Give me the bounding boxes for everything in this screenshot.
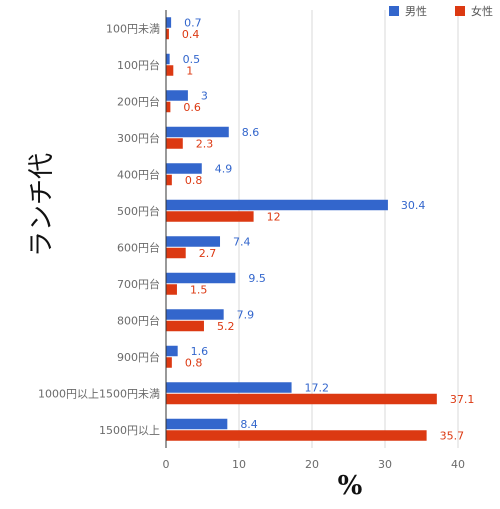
data-label: 5.2 bbox=[217, 320, 235, 333]
data-label: 0.8 bbox=[185, 174, 203, 187]
bar-male bbox=[166, 126, 229, 138]
x-tick-labels: 0 10 20 30 40 bbox=[163, 458, 466, 471]
x-tick-label: 0 bbox=[163, 458, 170, 471]
bar-male bbox=[166, 90, 188, 101]
data-label: 35.7 bbox=[440, 430, 465, 443]
bar-male bbox=[166, 272, 236, 284]
category-labels: 100円未満 100円台 200円台 300円台 400円台 500円台 600円台 700円… bbox=[38, 22, 160, 437]
bar-female bbox=[166, 101, 171, 113]
bar-female bbox=[166, 211, 254, 222]
bar-female bbox=[166, 174, 172, 186]
category-label: 1000円以上1500円未満 bbox=[38, 387, 160, 400]
data-label: 2.3 bbox=[196, 138, 214, 151]
y-axis-title: ランチ代 bbox=[27, 153, 57, 257]
category-label: 500円台 bbox=[117, 204, 160, 218]
legend-swatch bbox=[389, 6, 399, 16]
x-axis-title: % bbox=[338, 471, 363, 501]
data-label: 12 bbox=[267, 211, 281, 224]
category-label: 200円台 bbox=[117, 94, 160, 108]
bars bbox=[166, 17, 437, 441]
bar-male bbox=[166, 199, 388, 211]
data-label: 3 bbox=[201, 90, 208, 103]
legend-swatch bbox=[455, 6, 465, 16]
x-tick-label: 10 bbox=[232, 458, 246, 471]
category-label: 1500円以上 bbox=[99, 424, 160, 437]
category-label: 300円台 bbox=[117, 131, 160, 145]
category-label: 900円台 bbox=[117, 350, 160, 364]
data-label: 0.7 bbox=[184, 17, 202, 30]
category-label: 100円台 bbox=[117, 58, 160, 72]
x-tick-label: 40 bbox=[451, 458, 465, 471]
data-label: 9.5 bbox=[248, 272, 266, 285]
bar-female bbox=[166, 430, 427, 441]
data-label: 8.6 bbox=[242, 126, 260, 139]
data-label: 7.4 bbox=[233, 236, 251, 249]
bar-male bbox=[166, 418, 228, 430]
bar-male bbox=[166, 345, 178, 357]
data-label: 0.8 bbox=[185, 357, 203, 370]
data-label: 8.4 bbox=[240, 418, 258, 431]
bar-female bbox=[166, 284, 177, 295]
category-label: 400円台 bbox=[117, 167, 160, 181]
bar-female bbox=[166, 247, 186, 259]
x-tick-label: 30 bbox=[378, 458, 392, 471]
data-label: 4.9 bbox=[215, 163, 233, 176]
bar-male bbox=[166, 53, 170, 65]
data-label: 2.7 bbox=[199, 247, 217, 260]
category-label: 100円未満 bbox=[106, 22, 160, 35]
bar-male bbox=[166, 163, 202, 174]
bar-female bbox=[166, 320, 204, 332]
data-label: 0.5 bbox=[183, 53, 201, 66]
legend: 男性 女性 bbox=[389, 4, 493, 18]
bar-male bbox=[166, 17, 172, 28]
bar-male bbox=[166, 382, 292, 393]
x-tick-label: 20 bbox=[305, 458, 319, 471]
data-label: 37.1 bbox=[450, 393, 475, 406]
data-label: 0.4 bbox=[182, 28, 200, 41]
bar-female bbox=[166, 28, 169, 40]
category-label: 700円台 bbox=[117, 277, 160, 291]
data-label: 17.2 bbox=[305, 382, 330, 395]
bar-female bbox=[166, 393, 437, 405]
category-label: 600円台 bbox=[117, 240, 160, 254]
bar-female bbox=[166, 138, 183, 149]
category-label: 800円台 bbox=[117, 313, 160, 327]
bar-female bbox=[166, 65, 174, 76]
data-label: 1.6 bbox=[191, 345, 209, 358]
bar-male bbox=[166, 309, 224, 320]
bar-female bbox=[166, 357, 172, 368]
bar-male bbox=[166, 236, 221, 247]
data-label: 0.6 bbox=[183, 101, 201, 114]
data-label: 30.4 bbox=[401, 199, 426, 212]
legend-label: 男性 bbox=[405, 4, 427, 18]
data-label: 7.9 bbox=[237, 309, 255, 322]
data-label: 1 bbox=[186, 65, 193, 78]
data-label: 1.5 bbox=[190, 284, 208, 297]
legend-label: 女性 bbox=[471, 4, 493, 18]
